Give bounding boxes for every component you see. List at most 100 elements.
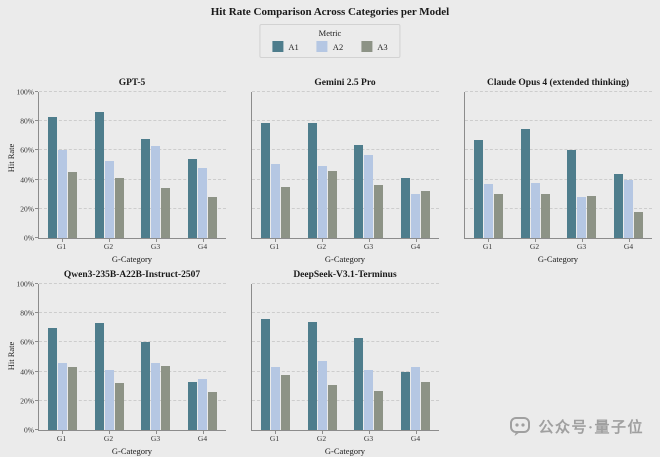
gridline [252, 341, 439, 343]
subplot-title: GPT-5 [118, 78, 146, 88]
legend: Metric A1 A2 A3 [259, 24, 401, 58]
bar-a1-g2 [94, 112, 104, 238]
bar-a1-g3 [567, 150, 577, 238]
y-tick-mark [35, 178, 38, 180]
legend-entry-a1: A1 [272, 41, 299, 52]
x-tick-label: G3 [150, 242, 161, 251]
x-axis-label: G-Category [111, 254, 153, 264]
subplot-title: DeepSeek-V3.1-Terminus [293, 270, 397, 280]
subplot-title: Gemini 2.5 Pro [314, 78, 376, 88]
bar-groups [465, 92, 652, 238]
bar-group-g4 [605, 92, 652, 238]
y-tick-mark [35, 370, 38, 372]
gridline [39, 283, 226, 284]
bar-a3-g1 [280, 374, 290, 430]
bar-a1-g2 [94, 323, 104, 430]
x-tick-label: G4 [197, 434, 208, 443]
x-tick-mark [322, 431, 324, 434]
x-axis-label: G-Category [111, 446, 153, 456]
bar-groups [39, 92, 226, 238]
bar-a3-g2 [327, 384, 337, 430]
legend-entries: A1 A2 A3 [272, 41, 388, 52]
bar-a3-g2 [114, 178, 124, 238]
gridline [39, 207, 226, 209]
bar-a2-g3 [151, 146, 161, 238]
bar-group-g1 [252, 284, 299, 430]
x-axis-label: G-Category [537, 254, 579, 264]
x-tick-label: G1 [269, 434, 280, 443]
bar-a1-g1 [260, 122, 270, 238]
bar-a2-g2 [104, 160, 114, 238]
legend-entry-a2: A2 [316, 41, 343, 52]
bar-a3-g4 [208, 392, 218, 430]
bar-group-g3 [133, 92, 180, 238]
gridline [252, 399, 439, 401]
bar-group-g2 [512, 92, 559, 238]
gridline [39, 120, 226, 122]
x-tick-label: G2 [316, 242, 327, 251]
bar-a3-g4 [208, 197, 218, 238]
x-tick-label: G1 [482, 242, 493, 251]
y-tick-mark [35, 429, 38, 430]
y-tick-mark [35, 91, 38, 92]
bar-a2-g2 [317, 166, 327, 238]
x-tick-labels: G1 G2 G3 G4 [38, 431, 226, 446]
subplot-title: Claude Opus 4 (extended thinking) [486, 78, 629, 88]
legend-swatch-a1 [272, 41, 284, 52]
bar-a2-g2 [530, 182, 540, 238]
watermark: 公众号·量子位 [509, 415, 644, 437]
gridline [252, 149, 439, 151]
x-tick-mark [322, 239, 324, 242]
bar-a3-g1 [493, 194, 503, 238]
bar-a2-g4 [198, 167, 208, 238]
x-tick-label: G2 [103, 434, 114, 443]
bar-a3-g2 [540, 194, 550, 238]
subplot-gemini-2-5-pro: Gemini 2.5 Pro G1 G2 G3 G4 G-Category [251, 78, 439, 266]
bar-group-g3 [346, 284, 393, 430]
y-tick-label: 20% [20, 396, 34, 406]
gridline [39, 399, 226, 401]
x-tick-mark [155, 431, 157, 434]
gridline [252, 370, 439, 372]
x-tick-label: G3 [576, 242, 587, 251]
bar-a2-g1 [270, 163, 280, 238]
bar-a3-g3 [374, 390, 384, 430]
gridline [252, 207, 439, 209]
x-axis-label: G-Category [324, 254, 366, 264]
bar-a1-g1 [47, 327, 57, 430]
y-tick-label: 80% [20, 308, 34, 318]
bar-a2-g1 [57, 150, 67, 238]
bar-a3-g1 [67, 172, 77, 238]
x-tick-label: G2 [316, 434, 327, 443]
bar-group-g2 [299, 284, 346, 430]
x-tick-mark [415, 239, 417, 242]
qbitai-logo-icon [510, 417, 531, 436]
y-tick-mark [35, 120, 38, 122]
bar-a2-g4 [198, 378, 208, 430]
y-tick-label: 60% [20, 337, 34, 347]
x-tick-label: G4 [410, 434, 421, 443]
x-tick-label: G1 [56, 242, 67, 251]
bar-a1-g2 [520, 128, 530, 238]
bar-a3-g3 [161, 188, 171, 238]
gridline [465, 91, 652, 92]
bar-a1-g4 [188, 159, 198, 238]
y-tick-mark [35, 312, 38, 314]
y-tick-mark [35, 207, 38, 209]
y-tick-mark [35, 283, 38, 284]
x-tick-label: G3 [150, 434, 161, 443]
bar-a2-g2 [317, 361, 327, 430]
bar-a3-g3 [374, 185, 384, 238]
legend-swatch-a2 [316, 41, 328, 52]
gridline [39, 149, 226, 151]
bar-group-g2 [299, 92, 346, 238]
x-tick-mark [275, 431, 277, 434]
gridline [252, 120, 439, 122]
x-tick-mark [535, 239, 537, 242]
bar-group-g4 [179, 92, 226, 238]
plot-area: 0% 20% 40% 60% 80% 100% [17, 88, 226, 243]
gridline [39, 370, 226, 372]
plot-area [464, 91, 652, 242]
x-tick-mark [368, 239, 370, 242]
x-tick-mark [62, 431, 64, 434]
